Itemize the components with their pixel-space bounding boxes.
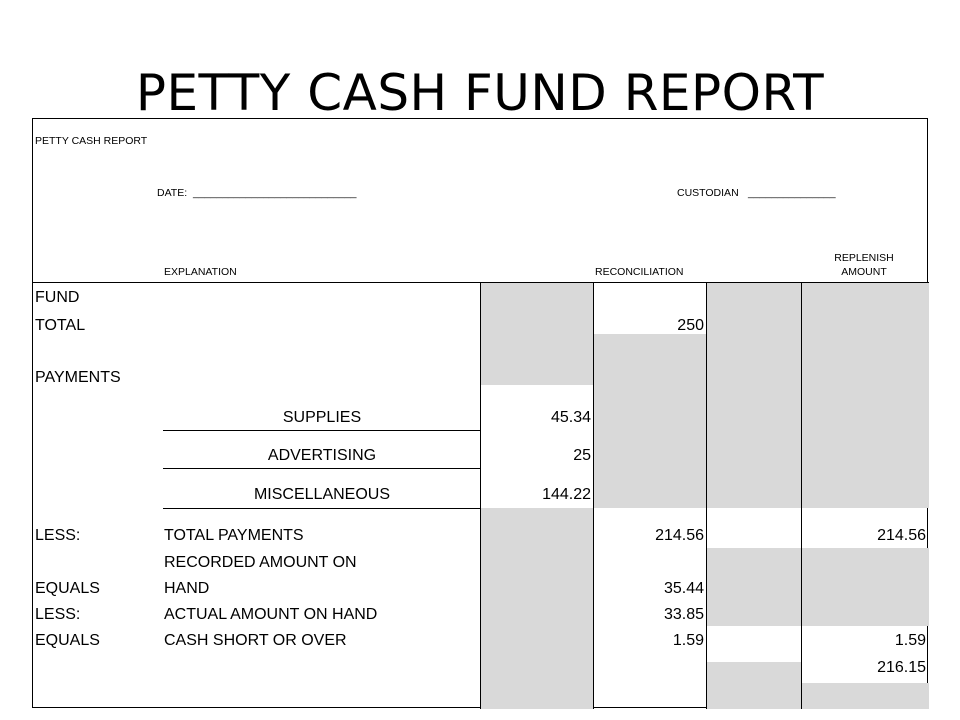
shade-replenish-mid — [802, 548, 929, 626]
cash-short-label: CASH SHORT OR OVER — [164, 632, 347, 649]
report-header: PETTY CASH REPORT DATE: ________________… — [33, 119, 929, 283]
report-heading: PETTY CASH REPORT — [35, 135, 148, 147]
shade-replenish-bottom — [802, 683, 929, 709]
supplies-underline — [163, 430, 481, 431]
col-explanation: EXPLANATION — [164, 266, 237, 278]
col-divider-1 — [480, 283, 481, 709]
supplies-label: SUPPLIES — [282, 409, 362, 426]
slide-title: PETTY CASH FUND REPORT — [135, 64, 825, 122]
payments-label: PAYMENTS — [35, 369, 121, 386]
recorded-label-1: RECORDED AMOUNT ON — [164, 554, 357, 571]
shade-c4-top — [707, 283, 801, 508]
equals-label-2: EQUALS — [35, 632, 100, 649]
cash-short-recon: 1.59 — [672, 632, 704, 649]
total-payments-label: TOTAL PAYMENTS — [164, 527, 304, 544]
col-reconciliation: RECONCILIATION — [595, 266, 684, 278]
custodian-field[interactable]: _______________ — [748, 187, 836, 199]
col-replenish-line2: AMOUNT — [841, 266, 887, 278]
col-replenish-line1: REPLENISH — [834, 252, 894, 264]
actual-value: 33.85 — [663, 606, 704, 623]
actual-label: ACTUAL AMOUNT ON HAND — [164, 606, 378, 623]
shade-c4-bottom — [707, 662, 801, 709]
shade-sub-bottom — [481, 508, 593, 709]
shade-replenish-top — [802, 283, 929, 508]
recorded-value: 35.44 — [663, 580, 704, 597]
report-body: FUND TOTAL 250 PAYMENTS SUPPLIES 45.34 A… — [33, 283, 929, 709]
misc-value: 144.22 — [542, 486, 591, 503]
shade-c4-mid — [707, 548, 801, 626]
fund-label-1: FUND — [35, 289, 80, 306]
fund-total-value: 250 — [677, 317, 704, 334]
equals-label-1: EQUALS — [35, 580, 100, 597]
recorded-label-2: HAND — [164, 580, 210, 597]
date-label: DATE: — [157, 187, 188, 199]
advertising-label: ADVERTISING — [267, 447, 377, 464]
shade-sub-top — [481, 283, 593, 385]
col-divider-4 — [801, 283, 802, 709]
col-divider-3 — [706, 283, 707, 709]
total-payments-recon: 214.56 — [655, 527, 704, 544]
advertising-underline — [163, 468, 481, 469]
less-label-1: LESS: — [35, 527, 81, 544]
total-payments-replenish: 214.56 — [877, 527, 926, 544]
custodian-label: CUSTODIAN — [677, 187, 739, 199]
col-divider-2 — [593, 283, 594, 709]
date-field[interactable]: ____________________________ — [193, 187, 357, 199]
petty-cash-report-form: PETTY CASH REPORT DATE: ________________… — [32, 118, 929, 709]
cash-short-replenish: 1.59 — [894, 632, 926, 649]
advertising-value: 25 — [573, 447, 591, 464]
shade-recon-mid — [594, 334, 706, 508]
misc-underline — [163, 508, 481, 509]
less-label-2: LESS: — [35, 606, 81, 623]
replenish-total: 216.15 — [877, 659, 926, 676]
supplies-value: 45.34 — [550, 409, 591, 426]
fund-label-2: TOTAL — [35, 317, 86, 334]
misc-label: MISCELLANEOUS — [253, 486, 391, 503]
